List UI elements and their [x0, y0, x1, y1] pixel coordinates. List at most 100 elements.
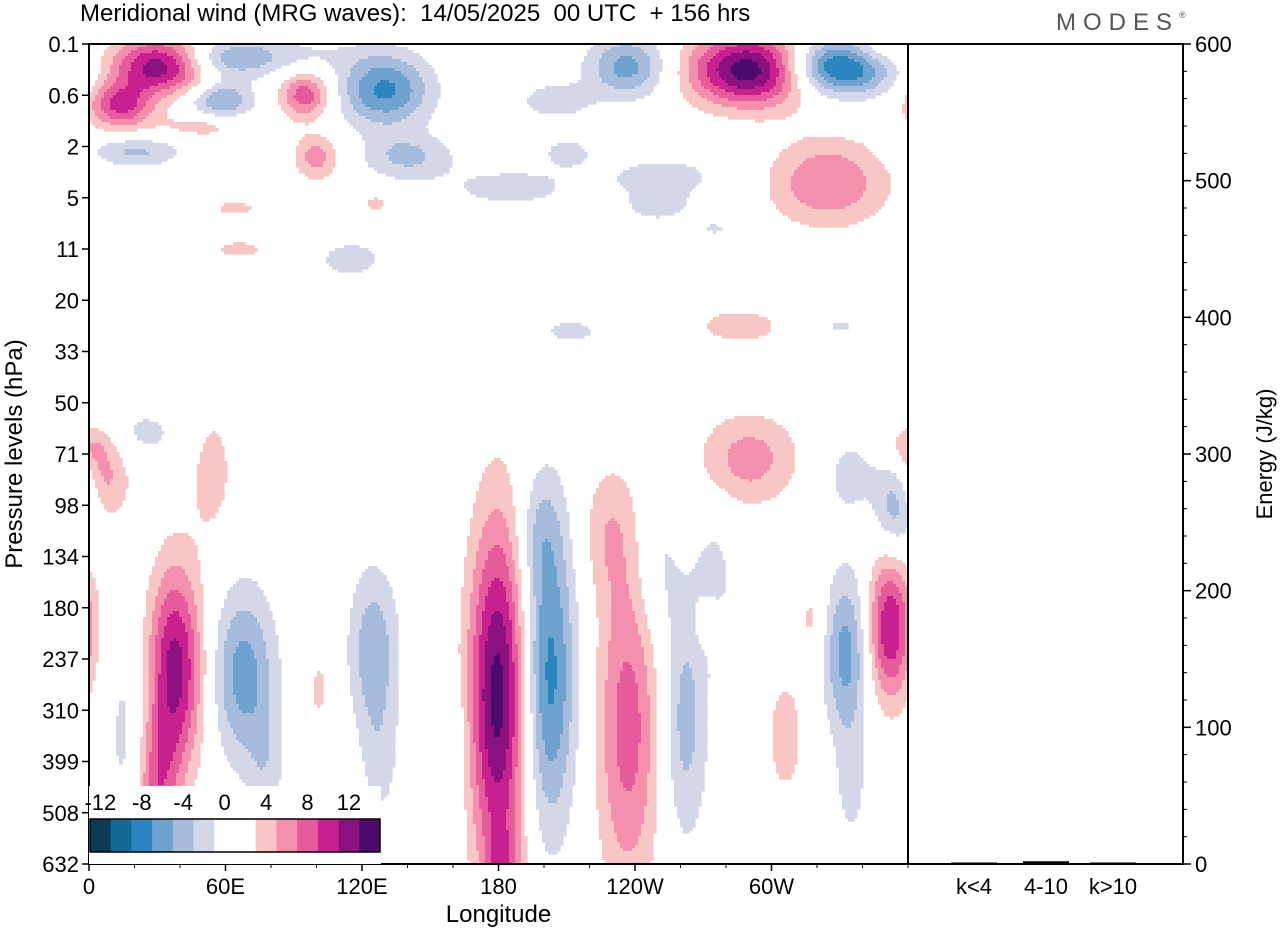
contour-cell	[254, 650, 267, 654]
contour-cell	[464, 800, 474, 804]
contour-cell	[503, 692, 510, 696]
contour-cell	[167, 620, 183, 624]
contour-cell	[530, 710, 537, 714]
contour-cell	[839, 656, 852, 660]
contour-cell	[773, 743, 798, 747]
contour-cell	[488, 515, 504, 519]
contour-cell	[101, 59, 114, 63]
contour-cell	[494, 611, 501, 615]
contour-cell	[149, 713, 153, 717]
contour-cell	[461, 704, 468, 708]
contour-cell	[224, 641, 240, 645]
contour-cell	[503, 776, 513, 780]
contour-cell	[812, 56, 822, 60]
contour-cell	[860, 665, 864, 669]
contour-cell	[113, 476, 129, 480]
contour-cell	[695, 722, 708, 726]
contour-cell	[677, 704, 696, 708]
contour-cell	[350, 611, 366, 615]
contour-cell	[881, 614, 900, 618]
contour-cell	[107, 89, 120, 93]
contour-cell	[539, 683, 549, 687]
contour-cell	[683, 767, 690, 771]
contour-cell	[227, 65, 261, 69]
contour-cell	[599, 620, 612, 624]
contour-cell	[200, 671, 207, 675]
contour-cell	[512, 656, 519, 660]
contour-cell	[464, 794, 474, 798]
contour-cell	[533, 593, 543, 597]
contour-cell	[347, 659, 360, 663]
contour-cell	[521, 689, 525, 693]
contour-cell	[89, 656, 99, 660]
contour-cell	[611, 818, 645, 822]
contour-cell	[674, 803, 702, 807]
contour-cell	[338, 86, 348, 90]
contour-cell	[773, 740, 798, 744]
contour-cell	[842, 629, 849, 633]
contour-cell	[191, 716, 198, 720]
contour-cell	[89, 665, 96, 669]
contour-cell	[269, 710, 282, 714]
contour-cell	[617, 713, 642, 717]
contour-cell	[854, 617, 861, 621]
contour-cell	[152, 743, 159, 747]
contour-cell	[422, 149, 450, 153]
contour-cell	[89, 608, 93, 612]
contour-cell	[284, 110, 297, 114]
contour-cell	[851, 641, 858, 645]
contour-cell	[530, 605, 537, 609]
contour-cell	[728, 464, 771, 468]
contour-cell	[902, 599, 908, 603]
contour-cell	[851, 635, 858, 639]
contour-cell	[143, 623, 153, 627]
contour-cell	[191, 668, 195, 672]
contour-cell	[806, 614, 813, 618]
contour-cell	[473, 818, 483, 822]
contour-cell	[470, 191, 552, 195]
contour-cell	[224, 62, 267, 66]
contour-cell	[200, 659, 207, 663]
contour-cell	[572, 656, 579, 660]
contour-cell	[608, 644, 642, 648]
contour-cell	[419, 146, 447, 150]
contour-cell	[902, 662, 908, 666]
contour-cell	[617, 689, 639, 693]
contour-cell	[617, 746, 639, 750]
contour-cell	[170, 764, 180, 768]
contour-cell	[563, 614, 570, 618]
contour-cell	[680, 686, 696, 690]
contour-cell	[683, 830, 690, 834]
contour-cell	[314, 677, 324, 681]
contour-cell	[770, 170, 795, 174]
contour-cell	[611, 617, 636, 621]
contour-cell	[755, 86, 774, 90]
contour-cell	[824, 689, 834, 693]
contour-cell	[203, 449, 225, 453]
contour-cell	[470, 725, 474, 729]
contour-cell	[179, 737, 189, 741]
contour-cell	[110, 122, 138, 126]
contour-cell	[704, 449, 729, 453]
contour-cell	[857, 698, 864, 702]
contour-cell	[596, 698, 606, 702]
contour-cell	[671, 761, 684, 765]
contour-cell	[878, 611, 882, 615]
contour-cell	[149, 644, 156, 648]
contour-cell	[143, 638, 150, 642]
contour-cell	[506, 638, 513, 642]
contour-cell	[497, 653, 501, 657]
contour-cell	[188, 689, 195, 693]
contour-cell	[902, 686, 908, 690]
contour-cell	[191, 674, 195, 678]
contour-cell	[563, 626, 573, 630]
contour-cell	[530, 659, 534, 663]
contour-cell	[704, 452, 729, 456]
contour-cell	[608, 521, 618, 525]
contour-cell	[461, 620, 471, 624]
contour-cell	[503, 671, 510, 675]
contour-cell	[374, 92, 396, 96]
contour-cell	[671, 641, 699, 645]
contour-cell	[149, 662, 156, 666]
contour-cell	[191, 665, 195, 669]
